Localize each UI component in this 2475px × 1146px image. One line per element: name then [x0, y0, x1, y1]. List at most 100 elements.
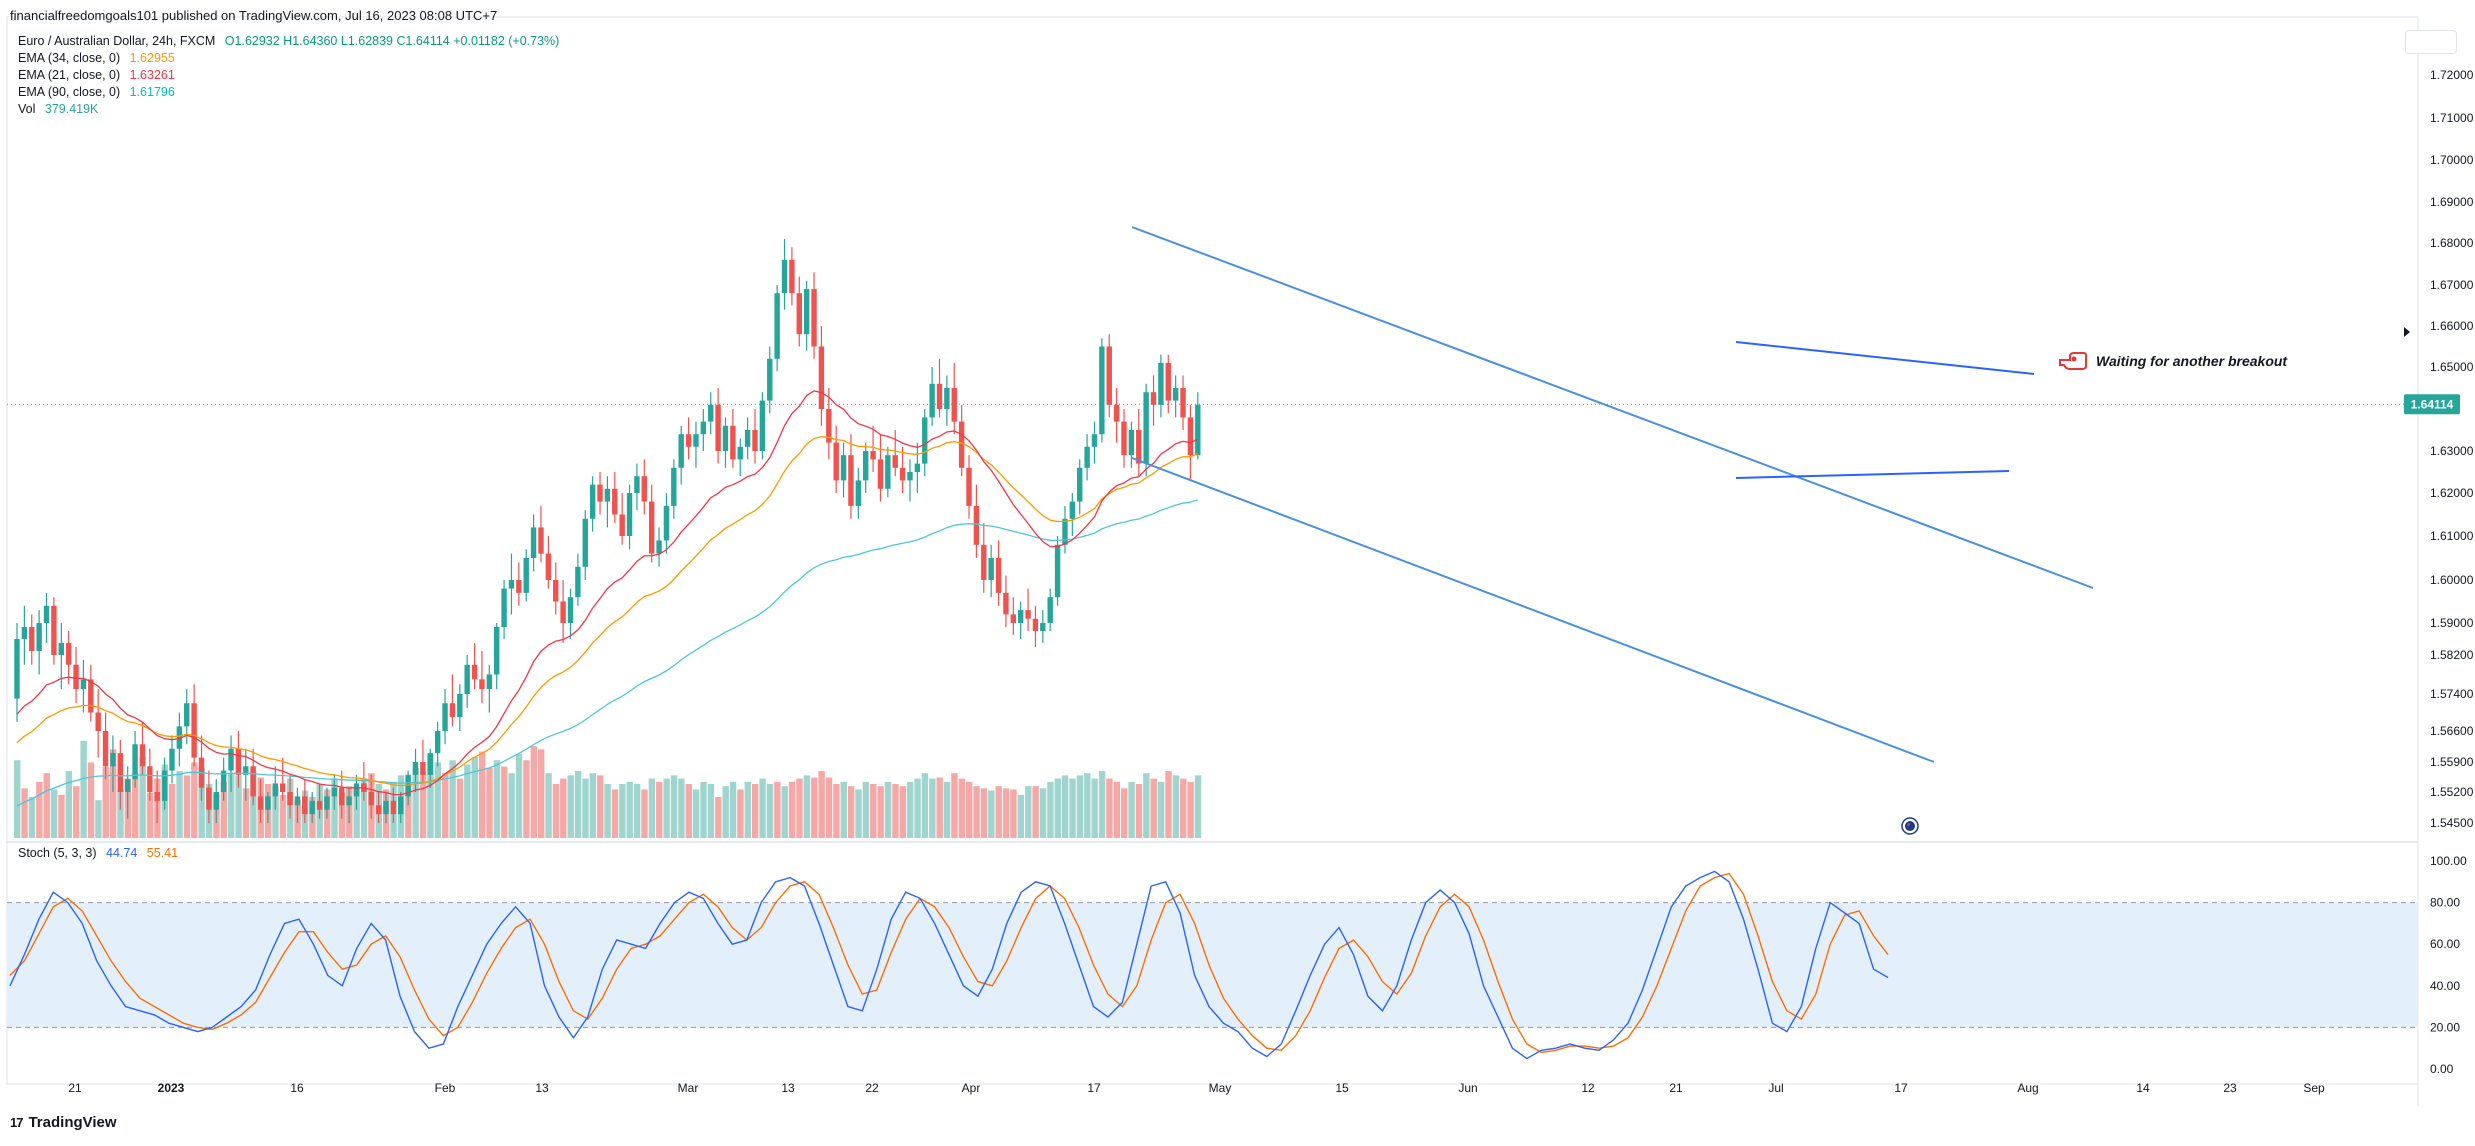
- candle: [730, 409, 736, 468]
- stoch-legend: Stoch (5, 3, 3) 44.74 55.41: [18, 846, 178, 860]
- volume-bar: [1039, 788, 1047, 838]
- candle: [523, 549, 529, 602]
- volume-bar: [102, 766, 109, 838]
- candle: [752, 409, 758, 464]
- candle: [220, 757, 227, 801]
- candle: [508, 553, 515, 615]
- candle-body: [80, 679, 87, 690]
- candle-body: [420, 762, 426, 775]
- volume-bar: [493, 760, 501, 838]
- volume-bar: [279, 794, 287, 838]
- volume-bar: [966, 781, 973, 838]
- volume-bar: [943, 781, 951, 838]
- candle-body: [744, 430, 751, 447]
- candle-body: [922, 417, 928, 464]
- ema34-value: 1.62955: [129, 51, 175, 65]
- candle-body: [501, 588, 507, 627]
- candle-body: [1025, 610, 1031, 619]
- candle-body: [228, 748, 234, 771]
- candle: [995, 540, 1002, 606]
- candle: [1054, 536, 1061, 606]
- candle: [154, 770, 160, 823]
- candle-body: [139, 744, 146, 767]
- candle-body: [184, 703, 190, 727]
- candle-body: [730, 425, 736, 460]
- date-tick-label: 12: [1581, 1081, 1595, 1095]
- candle: [560, 580, 566, 643]
- candle-body: [1084, 446, 1090, 468]
- candle-body: [685, 434, 692, 447]
- triangle-lower-line[interactable]: [1735, 470, 2010, 479]
- candle-body: [213, 792, 219, 810]
- volume-bar: [14, 760, 21, 838]
- candle-body: [567, 597, 574, 623]
- date-tick-label: Apr: [962, 1081, 981, 1095]
- candle-body: [855, 480, 862, 506]
- volume-bar: [722, 786, 729, 838]
- volume-bar: [641, 789, 648, 838]
- stoch-d-value: 55.41: [146, 846, 179, 860]
- candle: [110, 735, 116, 792]
- candle-body: [523, 558, 529, 593]
- upper-channel-line[interactable]: [1131, 226, 2094, 589]
- candle-body: [494, 627, 500, 675]
- lower-channel-line[interactable]: [1131, 457, 1935, 763]
- candle: [877, 434, 884, 502]
- candle: [538, 505, 544, 563]
- candle: [206, 770, 212, 823]
- volume-bar: [633, 784, 641, 838]
- price-tick-label: 1.60000: [2430, 573, 2474, 587]
- candle: [494, 623, 500, 690]
- volume-bar: [139, 757, 146, 838]
- volume-bar: [442, 773, 449, 838]
- candle: [553, 562, 559, 615]
- volume-bar: [449, 760, 456, 838]
- candle-body: [398, 796, 404, 815]
- volume-bar: [530, 746, 537, 838]
- date-tick-label: Jul: [1768, 1081, 1783, 1095]
- candle: [420, 739, 426, 784]
- settings-box[interactable]: [2405, 30, 2457, 54]
- tradingview-brand: TradingView: [28, 1114, 117, 1131]
- currency-flag-icon: [1901, 817, 1919, 835]
- date-tick-label: Aug: [2017, 1081, 2038, 1095]
- candle-body: [826, 409, 832, 443]
- volume-bar: [191, 762, 198, 838]
- ema21-label: EMA (21, close, 0): [18, 68, 121, 82]
- candle-body: [863, 451, 869, 481]
- stoch-tick-label: 100.00: [2430, 854, 2467, 868]
- candle-body: [626, 493, 633, 536]
- candle: [88, 664, 94, 722]
- candle-body: [560, 601, 566, 623]
- candle: [833, 425, 839, 493]
- volume-bar: [988, 790, 995, 838]
- volume-bar: [597, 775, 604, 838]
- candle: [708, 392, 714, 435]
- candle-body: [789, 259, 795, 294]
- candle-body: [516, 580, 522, 593]
- candle-body: [1106, 346, 1112, 405]
- candle-body: [383, 800, 389, 815]
- candle-body: [250, 766, 256, 797]
- volume-bar: [405, 784, 412, 838]
- candle-body: [1032, 618, 1039, 631]
- candle: [767, 346, 773, 414]
- stoch-label: Stoch (5, 3, 3): [18, 846, 97, 860]
- volume-bar: [58, 794, 65, 838]
- candle: [848, 434, 854, 519]
- candle-body: [958, 421, 965, 468]
- candle: [530, 514, 537, 572]
- candle-body: [316, 800, 323, 810]
- volume-value: 379.419K: [44, 102, 99, 116]
- candle: [294, 787, 301, 823]
- volume-bar: [1032, 786, 1039, 838]
- volume-bar: [892, 784, 899, 838]
- candle: [390, 787, 397, 823]
- triangle-upper-line[interactable]: [1735, 341, 2035, 375]
- candle-body: [715, 404, 721, 451]
- candle-body: [102, 731, 109, 767]
- candle: [589, 476, 596, 532]
- candle: [641, 459, 647, 515]
- candle: [656, 527, 662, 567]
